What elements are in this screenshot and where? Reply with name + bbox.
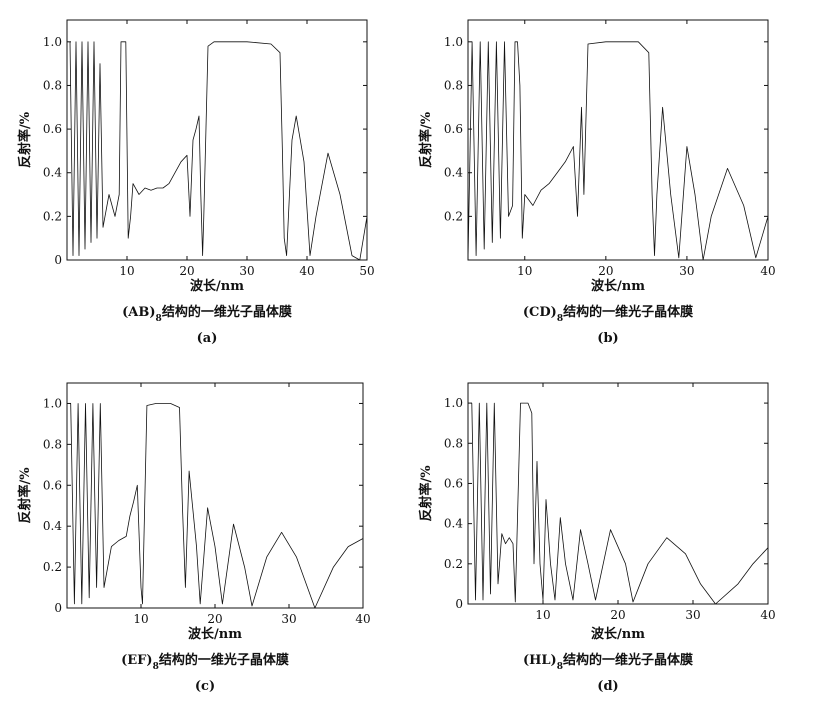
x-tick-label: 50 (359, 264, 374, 278)
panel-letter: (c) (195, 679, 215, 694)
y-tick-label: 1.0 (444, 35, 463, 49)
y-tick-label: 0.4 (444, 517, 463, 531)
y-tick-label: 0.6 (444, 476, 463, 490)
panel-letter: (b) (597, 331, 618, 346)
y-tick-label: 0.8 (444, 436, 463, 450)
y-tick-label: 1.0 (43, 396, 62, 410)
reflectance-curve (69, 41, 368, 261)
y-tick-label: 0.4 (43, 166, 62, 180)
x-tick-label: 30 (685, 608, 700, 622)
y-tick-label: 0.4 (444, 166, 463, 180)
y-tick-label: 0 (54, 253, 62, 267)
reflectance-curve (471, 402, 769, 605)
y-tick-label: 0.2 (444, 209, 463, 223)
x-tick-label: 40 (760, 264, 775, 278)
chart-a-svg: 0 0.2 0.4 0.6 0.8 1.0 10 20 30 40 50 波长/nm 反射率/% (AB)… (17, 19, 375, 346)
y-axis-label: 反射率/% (418, 111, 434, 168)
chart-caption: (CD)8结构的一维光子晶体膜 (523, 304, 693, 324)
x-tick-label: 30 (679, 264, 694, 278)
chart-panel-c: 0 0.2 0.4 0.6 0.8 1.0 10 20 30 40 波长/nm 反射率/% (EF)8结… (0, 350, 400, 710)
x-tick-label: 30 (281, 612, 296, 626)
x-axis-label: 波长/nm (591, 278, 645, 294)
y-tick-label: 0.6 (43, 478, 62, 492)
y-tick-label: 0.4 (43, 519, 62, 533)
plot-frame (66, 382, 364, 609)
y-tick-label: 0.2 (43, 209, 62, 223)
x-axis-label: 波长/nm (190, 278, 244, 294)
y-tick-label: 0.8 (43, 78, 62, 92)
y-tick-label: 0 (54, 601, 62, 615)
y-tick-label: 1.0 (444, 396, 463, 410)
reflectance-curve (467, 41, 769, 261)
y-tick-label: 0.8 (444, 78, 463, 92)
panel-letter: (a) (197, 331, 218, 346)
x-tick-label: 20 (179, 264, 194, 278)
chart-panel-b: 0.2 0.4 0.6 0.8 1.0 10 20 30 40 波长/nm 反射率/% (CD)8结构… (400, 0, 800, 350)
y-tick-label: 0.2 (43, 560, 62, 574)
chart-b-svg: 0.2 0.4 0.6 0.8 1.0 10 20 30 40 波长/nm 反射率/% (CD)8结构… (418, 19, 776, 346)
chart-panel-a: 0 0.2 0.4 0.6 0.8 1.0 10 20 30 40 50 波长/nm 反射率/% (AB)… (0, 0, 400, 350)
y-axis-label: 反射率/% (418, 465, 434, 522)
y-tick-label: 1.0 (43, 35, 62, 49)
chart-d-svg: 0 0.2 0.4 0.6 0.8 1.0 10 20 30 40 波长/nm 反射率/% (HL)8结… (418, 382, 776, 694)
chart-panel-d: 0 0.2 0.4 0.6 0.8 1.0 10 20 30 40 波长/nm 反射率/% (HL)8结… (400, 350, 800, 710)
y-tick-label: 0.6 (43, 122, 62, 136)
y-axis-label: 反射率/% (17, 111, 33, 168)
plot-frame (66, 19, 368, 261)
x-axis-label: 波长/nm (591, 626, 645, 642)
x-axis-label: 波长/nm (188, 626, 242, 642)
chart-caption: (EF)8结构的一维光子晶体膜 (121, 652, 289, 672)
panel-letter: (d) (597, 679, 618, 694)
x-tick-label: 10 (133, 612, 148, 626)
x-tick-label: 40 (299, 264, 314, 278)
y-tick-label: 0.6 (444, 122, 463, 136)
y-axis-label: 反射率/% (17, 467, 33, 524)
x-tick-label: 30 (239, 264, 254, 278)
chart-c-svg: 0 0.2 0.4 0.6 0.8 1.0 10 20 30 40 波长/nm 反射率/% (EF)8结… (17, 382, 371, 694)
x-tick-label: 40 (760, 608, 775, 622)
y-tick-label: 0.8 (43, 437, 62, 451)
x-tick-label: 20 (207, 612, 222, 626)
x-tick-label: 10 (517, 264, 532, 278)
x-tick-label: 20 (610, 608, 625, 622)
plot-frame (467, 382, 769, 605)
plot-frame (467, 19, 769, 261)
y-tick-label: 0.2 (444, 557, 463, 571)
x-tick-label: 40 (355, 612, 370, 626)
reflectance-curve (70, 403, 364, 609)
y-tick-label: 0 (455, 597, 463, 611)
chart-caption: (HL)8结构的一维光子晶体膜 (523, 652, 693, 672)
x-tick-label: 20 (598, 264, 613, 278)
x-tick-label: 10 (535, 608, 550, 622)
chart-caption: (AB)8结构的一维光子晶体膜 (122, 304, 292, 324)
x-tick-label: 10 (119, 264, 134, 278)
